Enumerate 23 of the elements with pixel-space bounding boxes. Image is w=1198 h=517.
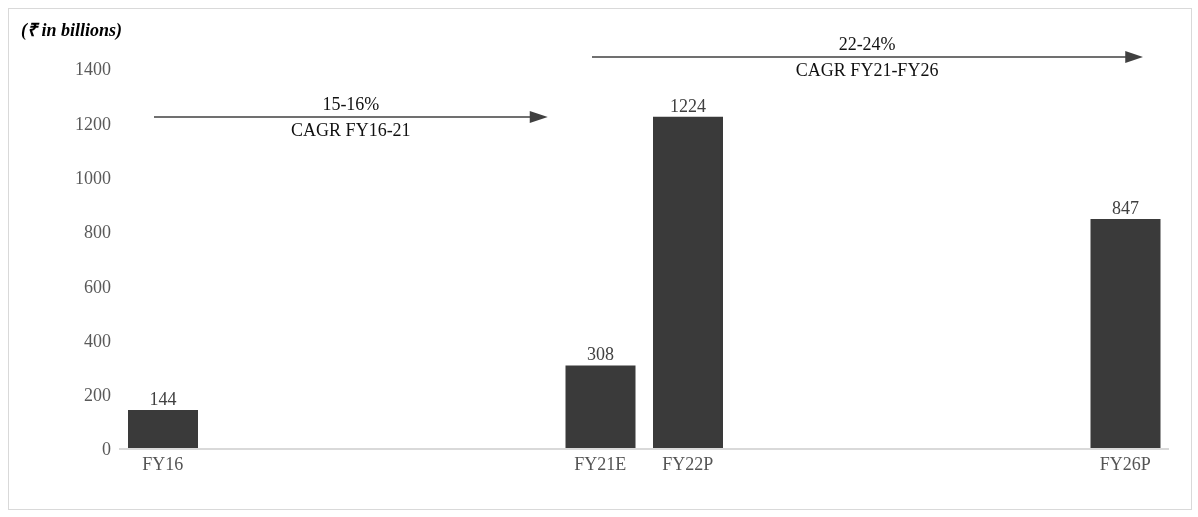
- y-tick-label: 1200: [75, 113, 111, 134]
- y-axis-title: (₹ in billions): [21, 19, 123, 41]
- x-tick-label: FY21E: [574, 453, 627, 474]
- data-label: 144: [149, 388, 177, 409]
- data-label: 308: [587, 344, 614, 365]
- data-label: 1224: [670, 95, 706, 116]
- y-tick-label: 800: [84, 222, 111, 243]
- y-tick-label: 1000: [75, 167, 111, 188]
- bar: [1090, 219, 1161, 449]
- x-tick-label: FY22P: [662, 453, 714, 474]
- bar: [653, 116, 723, 449]
- y-tick-label: 0: [102, 439, 111, 460]
- y-tick-label: 400: [84, 330, 111, 351]
- y-tick-label: 200: [84, 385, 111, 406]
- y-tick-label: 600: [84, 276, 111, 297]
- bar: [128, 409, 198, 449]
- annotation: 22-24% CAGR FY21-FY26: [794, 33, 940, 82]
- data-label: 847: [1112, 198, 1139, 219]
- y-tick-label: 1400: [75, 59, 111, 80]
- bar: [565, 365, 636, 449]
- annotation: 15-16% CAGR FY16-21: [290, 93, 412, 142]
- x-tick-label: FY26P: [1099, 453, 1151, 474]
- x-tick-label: FY16: [142, 453, 184, 474]
